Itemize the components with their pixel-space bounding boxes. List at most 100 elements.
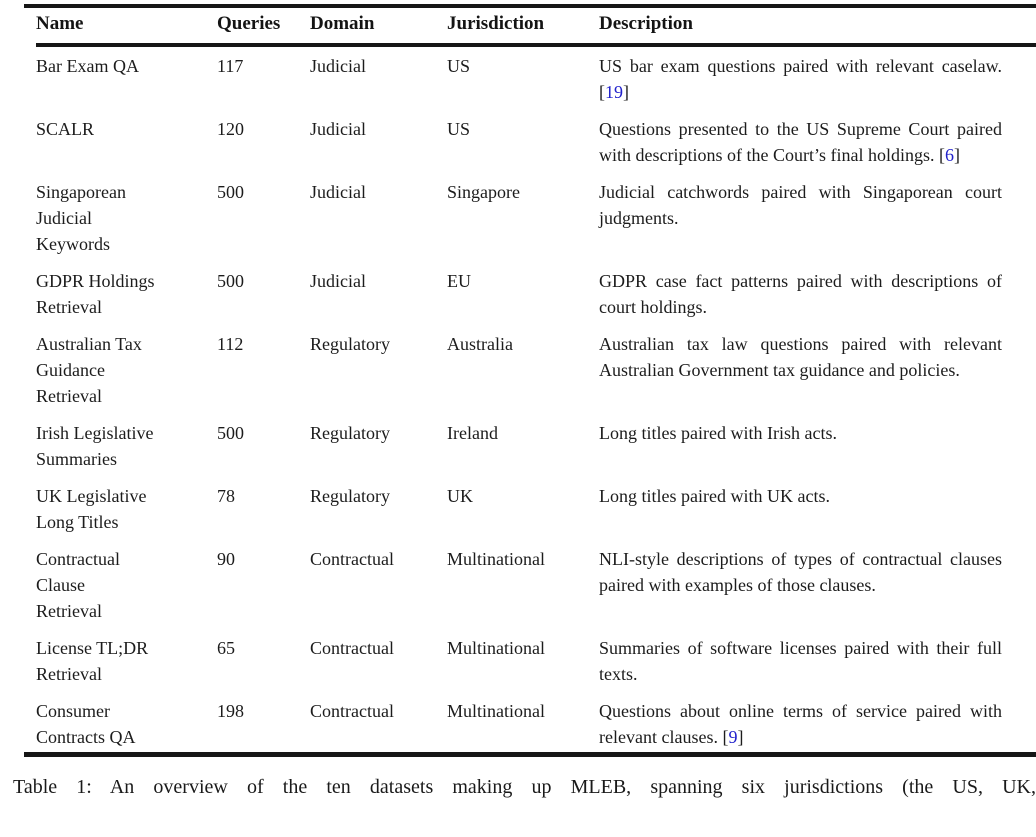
dataset-jurisdiction: Multinational: [447, 638, 545, 658]
dataset-description: Australian tax law questions paired with…: [599, 331, 1036, 383]
dataset-name-line: Contracts QA: [36, 727, 136, 747]
dataset-name-line: Bar Exam QA: [36, 56, 139, 76]
description-text: NLI-style descriptions of types of contr…: [599, 549, 1002, 595]
dataset-domain: Judicial: [310, 271, 366, 291]
datasets-table: Name Queries Domain Jurisdiction Descrip…: [24, 4, 1036, 757]
dataset-domain: Contractual: [310, 701, 394, 721]
dataset-queries: 78: [217, 486, 235, 506]
description-text: Judicial catchwords paired with Singapor…: [599, 182, 1002, 228]
dataset-name-line: GDPR Holdings: [36, 271, 155, 291]
dataset-jurisdiction: Multinational: [447, 549, 545, 569]
dataset-domain: Judicial: [310, 119, 366, 139]
dataset-name: License TL;DR Retrieval: [36, 635, 217, 687]
dataset-name: UK Legislative Long Titles: [36, 483, 217, 535]
dataset-name-line: Judicial: [36, 208, 92, 228]
dataset-domain: Judicial: [310, 182, 366, 202]
table-row: Consumer Contracts QA 198 Contractual Mul…: [36, 693, 1036, 752]
dataset-name: Contractual Clause Retrieval: [36, 546, 217, 624]
dataset-description: Long titles paired with UK acts.: [599, 483, 1036, 509]
dataset-name-line: Guidance: [36, 360, 105, 380]
dataset-description: Summaries of software licenses paired wi…: [599, 635, 1036, 687]
dataset-description: NLI-style descriptions of types of contr…: [599, 546, 1036, 598]
dataset-name-line: Australian Tax: [36, 334, 142, 354]
dataset-queries: 500: [217, 182, 244, 202]
dataset-description: US bar exam questions paired with releva…: [599, 56, 1002, 102]
dataset-domain: Regulatory: [310, 486, 390, 506]
dataset-queries: 500: [217, 423, 244, 443]
dataset-name: Australian Tax Guidance Retrieval: [36, 331, 217, 409]
description-text: Long titles paired with UK acts.: [599, 486, 830, 506]
dataset-description: Questions presented to the US Supreme Co…: [599, 119, 1002, 165]
citation-link[interactable]: 19: [605, 82, 623, 102]
table-row: License TL;DR Retrieval 65 Contractual Mu…: [36, 630, 1036, 693]
dataset-name-line: Summaries: [36, 449, 117, 469]
dataset-name: Bar Exam QA: [36, 53, 217, 79]
description-text: GDPR case fact patterns paired with desc…: [599, 271, 1002, 317]
dataset-domain: Contractual: [310, 638, 394, 658]
table-row: Australian Tax Guidance Retrieval 112 Regu…: [36, 326, 1036, 415]
column-header-domain: Domain: [310, 13, 375, 34]
dataset-description: Long titles paired with Irish acts.: [599, 420, 1036, 446]
citation-link[interactable]: 6: [944, 145, 954, 165]
table-row: Contractual Clause Retrieval 90 Contractua…: [36, 541, 1036, 630]
dataset-jurisdiction: Singapore: [447, 182, 520, 202]
dataset-description: GDPR case fact patterns paired with desc…: [599, 268, 1036, 320]
dataset-jurisdiction: Ireland: [447, 423, 498, 443]
description-text: Summaries of software licenses paired wi…: [599, 638, 1002, 684]
dataset-name-line: Clause: [36, 575, 85, 595]
dataset-name: SCALR: [36, 116, 217, 142]
dataset-jurisdiction: US: [447, 119, 471, 139]
dataset-name-line: Irish Legislative: [36, 423, 154, 443]
dataset-name-line: License TL;DR: [36, 638, 149, 658]
dataset-queries: 120: [217, 119, 244, 139]
dataset-queries: 65: [217, 638, 235, 658]
table-row: GDPR Holdings Retrieval 500 Judicial EU G…: [36, 263, 1036, 326]
table-row: Bar Exam QA 117 Judicial US US bar exam …: [36, 47, 1036, 111]
table-caption: Table 1: An overview of the ten datasets…: [13, 776, 1036, 798]
description-text: Long titles paired with Irish acts.: [599, 423, 837, 443]
dataset-jurisdiction: US: [447, 56, 471, 76]
description-text: Australian tax law questions paired with…: [599, 334, 1002, 380]
dataset-domain: Regulatory: [310, 334, 390, 354]
dataset-name: Consumer Contracts QA: [36, 698, 217, 750]
dataset-name-line: Retrieval: [36, 297, 102, 317]
description-text: US bar exam questions paired with releva…: [599, 56, 1002, 76]
column-header-queries: Queries: [217, 13, 281, 34]
dataset-name-line: Retrieval: [36, 601, 102, 621]
dataset-name-line: UK Legislative: [36, 486, 147, 506]
dataset-domain: Contractual: [310, 549, 394, 569]
dataset-domain: Regulatory: [310, 423, 390, 443]
dataset-name-line: Consumer: [36, 701, 110, 721]
citation-link[interactable]: 9: [728, 727, 738, 747]
dataset-name-line: Contractual: [36, 549, 120, 569]
dataset-description: Judicial catchwords paired with Singapor…: [599, 179, 1036, 231]
column-header-name: Name: [36, 13, 84, 34]
dataset-description: Questions about online terms of service …: [599, 701, 1002, 747]
dataset-queries: 500: [217, 271, 244, 291]
table-row: Singaporean Judicial Keywords 500 Judicial…: [36, 174, 1036, 263]
dataset-name-line: SCALR: [36, 119, 95, 139]
dataset-jurisdiction: UK: [447, 486, 473, 506]
dataset-jurisdiction: EU: [447, 271, 471, 291]
dataset-jurisdiction: Australia: [447, 334, 513, 354]
dataset-queries: 198: [217, 701, 244, 721]
dataset-name: GDPR Holdings Retrieval: [36, 268, 217, 320]
table-row: UK Legislative Long Titles 78 Regulatory …: [36, 478, 1036, 541]
table-row: Irish Legislative Summaries 500 Regulator…: [36, 415, 1036, 478]
dataset-queries: 90: [217, 549, 235, 569]
dataset-jurisdiction: Multinational: [447, 701, 545, 721]
dataset-name-line: Retrieval: [36, 386, 102, 406]
table-header-row: Name Queries Domain Jurisdiction Descrip…: [36, 8, 1036, 47]
dataset-domain: Judicial: [310, 56, 366, 76]
table-body: Bar Exam QA 117 Judicial US US bar exam …: [36, 47, 1036, 752]
description-text: Questions about online terms of service …: [599, 701, 1002, 747]
dataset-name: Singaporean Judicial Keywords: [36, 179, 217, 257]
column-header-jurisdiction: Jurisdiction: [447, 13, 545, 34]
dataset-name: Irish Legislative Summaries: [36, 420, 217, 472]
column-header-description: Description: [599, 13, 693, 34]
dataset-name-line: Long Titles: [36, 512, 119, 532]
table-row: SCALR 120 Judicial US Questions presente…: [36, 111, 1036, 174]
dataset-queries: 117: [217, 56, 244, 76]
dataset-queries: 112: [217, 334, 244, 354]
dataset-name-line: Retrieval: [36, 664, 102, 684]
